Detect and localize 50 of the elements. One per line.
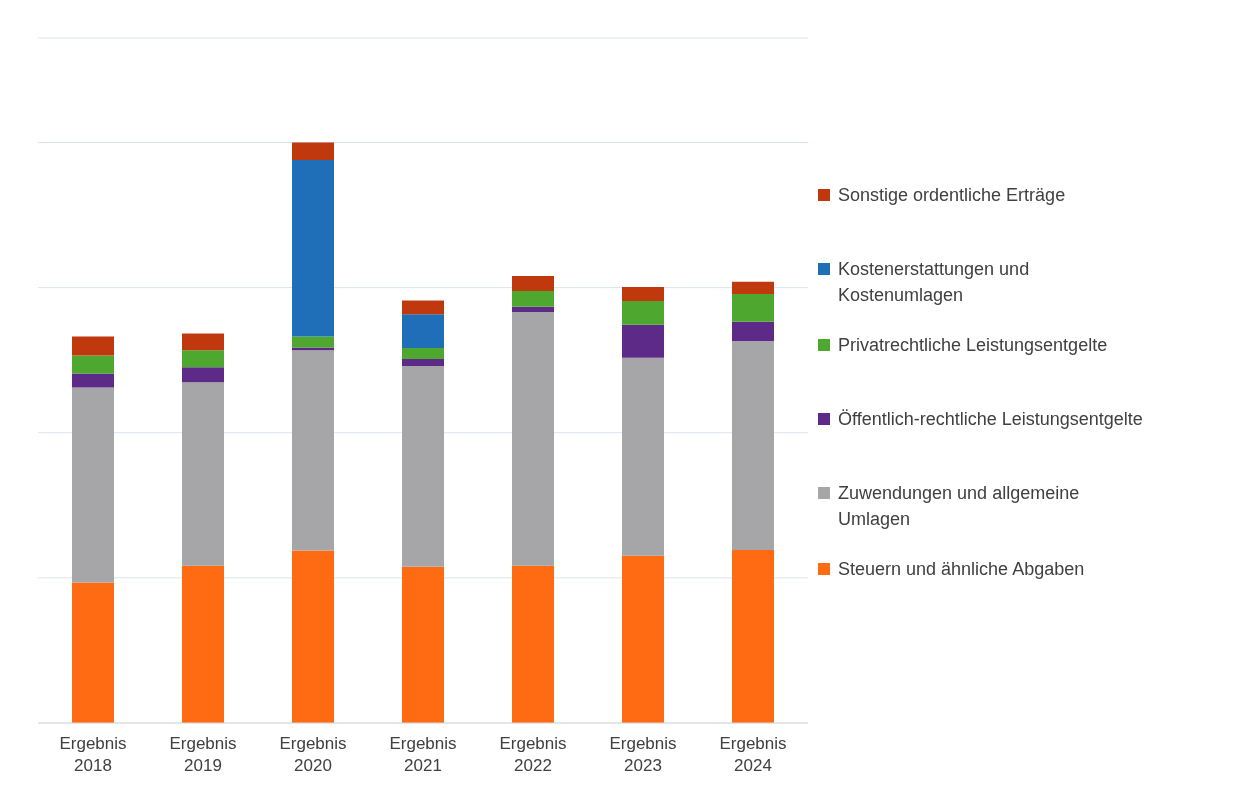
bar	[732, 294, 774, 322]
bar	[182, 382, 224, 566]
bar	[732, 550, 774, 723]
bar	[512, 291, 554, 307]
legend-label: Zuwendungen und allgemeine Umlagen	[838, 481, 1081, 531]
bar	[182, 565, 224, 723]
bar	[732, 281, 774, 294]
x-tick-label: Ergebnis 2019	[169, 734, 237, 775]
bar	[292, 159, 334, 337]
bar	[72, 387, 114, 583]
bar	[402, 300, 444, 315]
bar	[402, 314, 444, 348]
bar	[402, 365, 444, 567]
bar	[622, 357, 664, 556]
bar	[512, 306, 554, 312]
bar	[292, 336, 334, 348]
bar	[732, 321, 774, 342]
bar	[402, 347, 444, 360]
bar	[732, 341, 774, 551]
legend-label: Öffentlich-rechtliche Leistungsentgelte	[838, 407, 1144, 431]
x-tick-label: Ergebnis 2018	[59, 734, 127, 775]
legend-label: Steuern und ähnliche Abgaben	[838, 557, 1086, 581]
bar	[512, 276, 554, 292]
x-tick-label: Ergebnis 2022	[499, 734, 567, 775]
bar	[292, 550, 334, 723]
bar	[72, 373, 114, 388]
bar	[182, 350, 224, 368]
bar	[512, 312, 554, 566]
bar	[292, 142, 334, 160]
legend-label: Sonstige ordentliche Erträge	[838, 183, 1067, 207]
bar	[622, 287, 664, 301]
bar	[72, 355, 114, 374]
bar	[622, 300, 664, 325]
x-tick-label: Ergebnis 2020	[279, 734, 347, 775]
x-tick-label: Ergebnis 2024	[719, 734, 787, 775]
legend-label: Kostenerstattungen und Kostenumlagen	[838, 257, 1031, 307]
x-tick-label: Ergebnis 2023	[609, 734, 677, 775]
bar	[292, 350, 334, 551]
bar	[72, 582, 114, 723]
bar	[622, 555, 664, 723]
bar	[182, 367, 224, 383]
x-tick-label: Ergebnis 2021	[389, 734, 457, 775]
bar	[512, 565, 554, 723]
bar	[402, 359, 444, 366]
legend-label: Privatrechtliche Leistungsentgelte	[838, 333, 1109, 357]
bar	[292, 347, 334, 351]
bar	[182, 333, 224, 351]
bar	[402, 566, 444, 723]
bar	[622, 324, 664, 358]
bar	[72, 336, 114, 356]
